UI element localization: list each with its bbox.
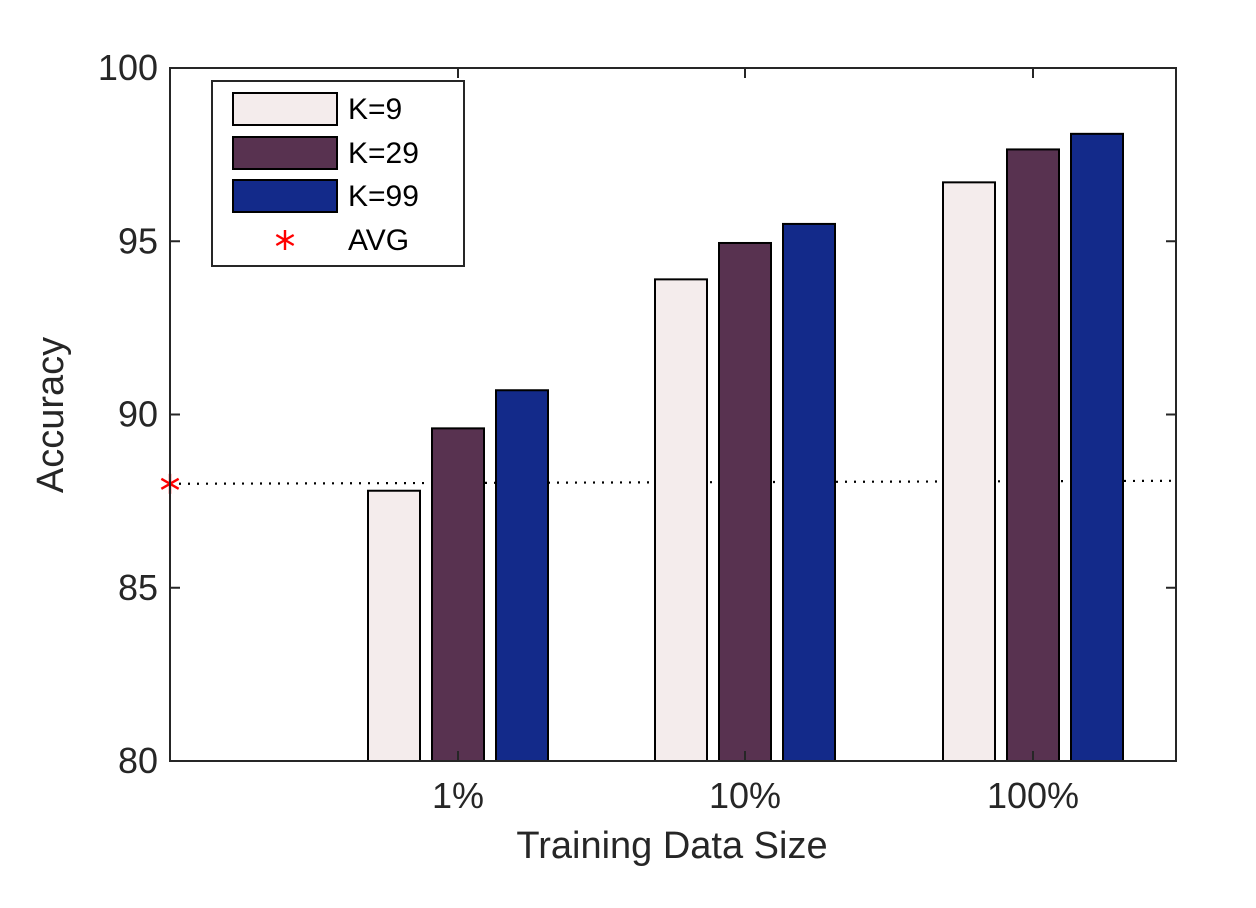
bar-k99-10pct [782,222,836,763]
bar-k29-10pct [718,241,772,763]
legend-swatch-k99 [232,179,338,213]
bar-k99-100pct [1070,132,1124,762]
bar-k29-100pct [1006,148,1060,763]
x-axis-label: Training Data Size [516,825,827,867]
y-tick-label: 85 [118,567,158,608]
legend-label: K=29 [348,137,419,170]
bar-k9-1pct [367,489,421,762]
legend: K=9 K=29 K=99 AVG [211,80,465,267]
y-tick-label: 80 [118,740,158,781]
legend-label: K=9 [348,93,402,126]
axes: 80 85 90 95 100 1% 10% 100% [98,47,1177,816]
legend-label: AVG [348,224,409,257]
y-tick-label: 90 [118,394,158,435]
bar-k9-10pct [654,278,708,762]
legend-avg-marker [275,230,295,250]
bar-k9-100pct [942,181,996,763]
x-tick-label: 10% [709,775,781,816]
legend-swatch-k29 [232,136,338,170]
bar-k29-1pct [431,427,485,762]
legend-label: K=99 [348,180,419,213]
y-tick-label: 100 [98,47,158,88]
legend-swatch-k9 [232,92,338,126]
bar-k99-1pct [495,389,549,762]
y-tick-label: 95 [118,220,158,261]
x-tick-label: 100% [987,775,1079,816]
x-tick-label: 1% [432,775,484,816]
plot-area [160,132,1177,763]
y-axis-label: Accuracy [30,337,72,493]
